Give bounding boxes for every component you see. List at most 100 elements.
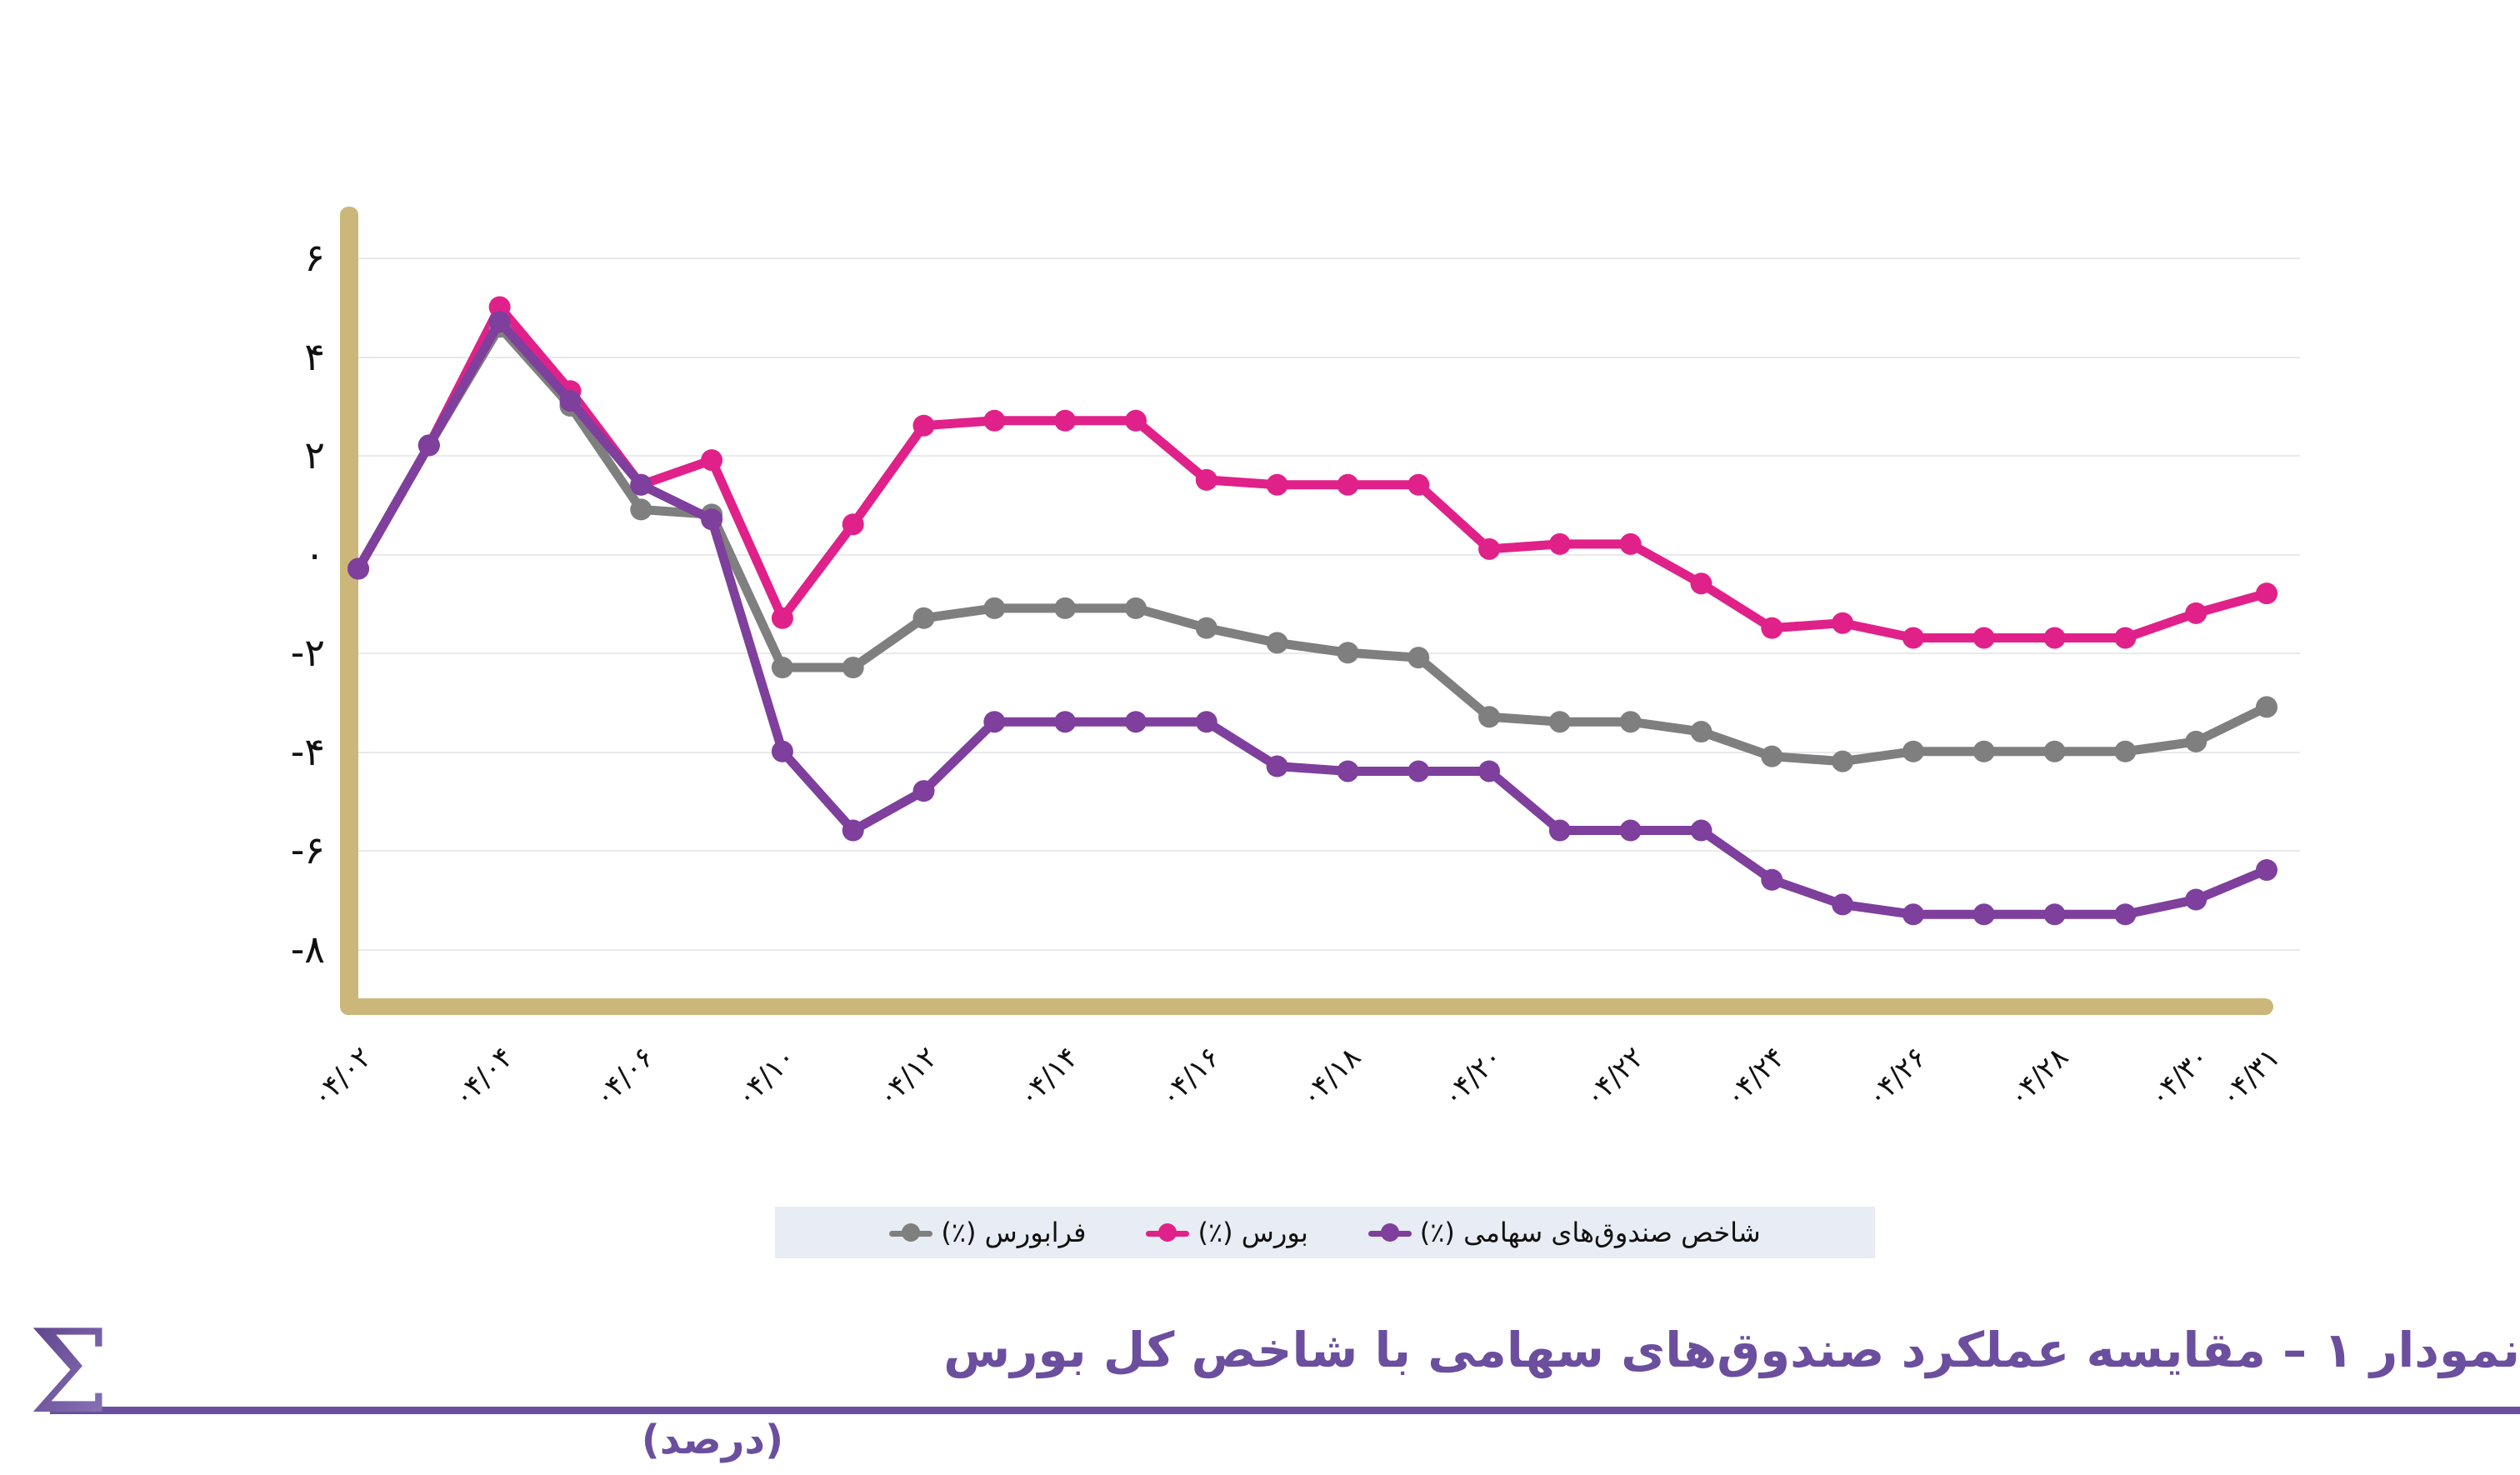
legend-label: بورس (٪) — [1198, 1217, 1308, 1248]
data-point — [1972, 903, 1995, 926]
data-point — [1337, 760, 1359, 782]
x-axis-tick-label: ۰۴/۰۴ — [446, 1040, 520, 1114]
x-axis-tick-label: ۰۴/۱۲ — [870, 1040, 944, 1114]
data-point — [630, 473, 652, 496]
data-point — [1054, 597, 1077, 619]
data-point — [1902, 627, 1924, 649]
data-point — [1124, 597, 1147, 619]
legend-item[interactable]: فرابورس (٪) — [889, 1217, 1086, 1248]
x-axis-tick-label: ۰۴/۰۲ — [305, 1040, 379, 1114]
data-point — [912, 780, 935, 802]
data-point — [2043, 627, 2066, 649]
x-axis-tick-label: ۰۴/۰۶ — [588, 1040, 662, 1114]
data-point — [1266, 473, 1288, 496]
data-point — [488, 296, 511, 318]
gridline — [358, 652, 2300, 655]
y-axis-tick-label: ۶ — [304, 235, 325, 281]
y-axis-tick-label: ۲ — [304, 432, 325, 478]
data-point — [488, 316, 511, 338]
data-point — [701, 508, 723, 531]
data-point — [2185, 888, 2208, 911]
data-point — [1902, 903, 1924, 926]
title-divider — [50, 1407, 2520, 1414]
data-point — [701, 449, 723, 472]
data-point — [1266, 755, 1288, 778]
data-point — [1972, 627, 1995, 649]
legend-label: شاخص صندوق‌های سهامی (٪) — [1419, 1217, 1761, 1248]
data-point — [2185, 730, 2208, 752]
data-point — [983, 711, 1006, 733]
gridline — [358, 751, 2300, 753]
data-point — [1548, 532, 1571, 555]
chart-legend: فرابورس (٪) بورس (٪) شاخص صندوق‌های سهامی … — [775, 1207, 1875, 1258]
data-point — [2256, 858, 2278, 881]
gridline — [358, 948, 2300, 951]
data-point — [912, 414, 935, 437]
data-point — [1478, 706, 1501, 728]
data-point — [1832, 612, 1854, 634]
data-point — [912, 607, 935, 629]
sigma-logo: Σ — [7, 1305, 132, 1442]
y-axis-tick-label: ۰ — [304, 531, 325, 577]
data-point — [1690, 572, 1712, 595]
series-funds — [348, 311, 2278, 926]
data-point — [771, 607, 793, 629]
data-point — [1054, 409, 1077, 432]
data-point — [630, 498, 652, 521]
data-point — [983, 597, 1006, 619]
gridline — [358, 455, 2300, 458]
data-point — [1619, 532, 1642, 555]
data-point — [488, 311, 511, 333]
data-point — [1408, 473, 1430, 496]
y-axis-tick-label: ‐۸ — [290, 926, 325, 972]
x-axis-tick-label: ۰۴/۲۸ — [2001, 1040, 2075, 1114]
data-point — [842, 657, 864, 679]
data-point — [559, 390, 582, 412]
svg-text:Σ: Σ — [28, 1317, 110, 1439]
y-axis-tick-label: ‐۶ — [290, 828, 325, 873]
y-axis-tick-label: ‐۴ — [290, 728, 325, 774]
data-point — [418, 434, 440, 457]
data-point — [1761, 868, 1783, 891]
legend-item[interactable]: بورس (٪) — [1146, 1217, 1308, 1248]
chart-title: نمودار ۱ – مقایسه عملکرد صندوق‌های سهامی… — [943, 1322, 2520, 1378]
data-point — [418, 434, 440, 457]
legend-item[interactable]: شاخص صندوق‌های سهامی (٪) — [1368, 1217, 1761, 1248]
data-point — [1195, 711, 1218, 733]
data-point — [1761, 617, 1783, 639]
x-axis-tick-label: ۰۴/۲۶ — [1860, 1040, 1934, 1114]
legend-marker-icon — [889, 1223, 933, 1242]
data-point — [1761, 745, 1783, 768]
gridline — [358, 850, 2300, 852]
y-axis-spine — [340, 207, 358, 1013]
data-point — [1548, 819, 1571, 842]
x-axis-tick-label: ۰۴/۲۴ — [1718, 1040, 1792, 1114]
data-point — [1054, 711, 1077, 733]
data-point — [1408, 760, 1430, 782]
data-point — [559, 395, 582, 417]
gridline — [358, 356, 2300, 358]
x-axis-tick-label: ۰۴/۱۴ — [1012, 1040, 1086, 1114]
series-bourse — [348, 296, 2278, 649]
data-point — [1478, 760, 1501, 782]
data-point — [1690, 721, 1712, 743]
data-point — [1478, 538, 1501, 560]
data-point — [1195, 468, 1218, 491]
y-axis-tick-label: ‐۲ — [290, 630, 325, 676]
data-point — [418, 434, 440, 457]
x-axis-tick-label: ۰۴/۱۸ — [1294, 1040, 1368, 1114]
data-point — [1548, 711, 1571, 733]
data-point — [1690, 819, 1712, 842]
data-point — [2256, 582, 2278, 605]
data-point — [630, 473, 652, 496]
data-point — [1408, 647, 1430, 669]
data-point — [1124, 711, 1147, 733]
legend-label: فرابورس (٪) — [941, 1217, 1087, 1248]
data-point — [1266, 632, 1288, 654]
x-axis-tick-label: ۰۴/۲۲ — [1577, 1040, 1651, 1114]
data-point — [1124, 409, 1147, 432]
data-point — [2114, 627, 2137, 649]
data-point — [771, 657, 793, 679]
data-point — [1832, 750, 1854, 772]
